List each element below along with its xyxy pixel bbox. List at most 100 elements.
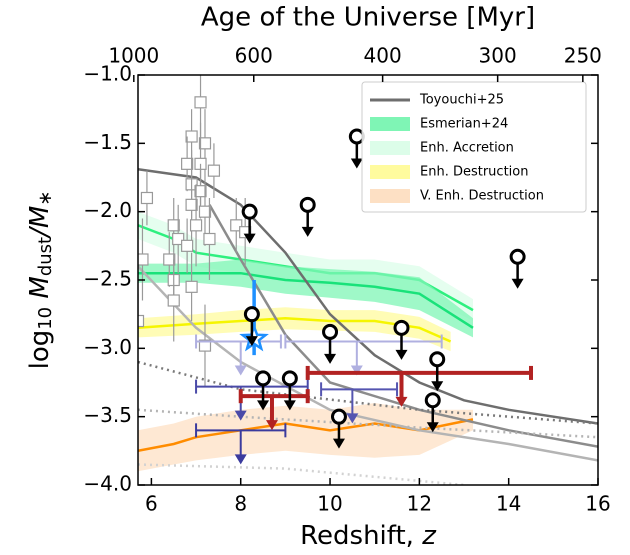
upper-limit xyxy=(330,408,347,425)
arrow-head xyxy=(346,413,359,424)
upper-limit xyxy=(429,351,446,368)
top-tick-label: 1000 xyxy=(108,44,159,68)
top-axis-label: Age of the Universe [Myr] xyxy=(201,3,535,33)
arrow-head xyxy=(301,226,314,237)
x-tick-label: 10 xyxy=(317,492,342,516)
square-point xyxy=(172,232,185,246)
y-label-part: M xyxy=(25,276,55,307)
square-point xyxy=(230,219,243,232)
arrow-head xyxy=(283,400,296,411)
x-label-var: z xyxy=(421,521,437,551)
y-tick-label: −3.0 xyxy=(83,335,132,359)
band xyxy=(138,403,473,472)
legend: Toyouchi+25 Esmerian+24 Enh. Accretion Enh.… xyxy=(361,81,587,213)
arrow-head xyxy=(245,336,258,347)
legend-label: Enh. Destruction xyxy=(420,165,528,180)
upper-limit xyxy=(424,392,441,409)
square-point xyxy=(198,339,212,352)
square-point xyxy=(167,219,180,232)
legend-box xyxy=(361,81,587,213)
legend-swatch xyxy=(370,117,410,131)
upper-limit xyxy=(393,319,410,336)
y-tick-label: −2.5 xyxy=(83,267,132,291)
arrow-head xyxy=(243,233,256,244)
y-label-part: log xyxy=(25,330,55,370)
square-point xyxy=(140,191,154,205)
model-curve xyxy=(138,168,598,425)
legend-label: Enh. Accretion xyxy=(420,141,514,156)
square-point xyxy=(207,164,221,177)
legend-swatch xyxy=(370,165,410,179)
y-tick-label: −1.5 xyxy=(83,130,132,154)
arrow-head xyxy=(395,396,408,407)
square-point xyxy=(163,253,176,266)
square-point xyxy=(138,314,145,328)
square-point xyxy=(185,198,198,211)
upper-limit xyxy=(241,203,258,220)
arrow-head xyxy=(350,365,363,376)
square-point xyxy=(138,253,149,266)
x-label-text: Redshift, xyxy=(300,521,422,551)
legend-label: V. Enh. Destruction xyxy=(420,189,544,204)
y-tick-label: −4.0 xyxy=(83,472,132,496)
top-tick-label: 300 xyxy=(479,44,517,68)
y-axis-label: log10 Mdust/M∗ xyxy=(25,191,57,370)
upper-limit xyxy=(348,128,365,145)
square-point xyxy=(198,205,212,218)
plot-area xyxy=(138,75,598,485)
upper-limit xyxy=(509,248,526,265)
legend-label: Toyouchi+25 xyxy=(419,93,504,108)
arrow-head xyxy=(395,349,408,360)
arrow-head xyxy=(257,400,270,411)
x-axis-label: Redshift, z xyxy=(300,521,437,551)
y-label-part: /M xyxy=(25,206,55,239)
model-curve xyxy=(138,265,598,462)
upper-limit xyxy=(243,306,260,323)
square-point xyxy=(194,96,207,109)
arrow-head xyxy=(426,422,439,433)
model-curve xyxy=(138,463,471,485)
top-tick-label: 400 xyxy=(364,44,402,68)
top-tick-label: 600 xyxy=(235,44,273,68)
x-tick-label: 8 xyxy=(234,492,247,516)
square-point xyxy=(198,137,212,150)
square-point xyxy=(185,130,198,143)
y-label-part: ∗ xyxy=(35,191,56,206)
square-point xyxy=(194,185,207,198)
upper-limit xyxy=(281,370,298,387)
y-tick-label: −3.5 xyxy=(83,403,132,427)
arrow-head xyxy=(332,438,345,449)
upper-limit xyxy=(299,196,316,213)
square-point xyxy=(185,280,198,293)
square-point xyxy=(189,219,203,232)
y-tick-label: −2.0 xyxy=(83,198,132,222)
band xyxy=(138,259,473,338)
square-point xyxy=(203,232,216,246)
arrow-head xyxy=(431,381,444,392)
x-tick-label: 16 xyxy=(585,492,610,516)
x-tick-label: 6 xyxy=(145,492,158,516)
arrow-head xyxy=(511,278,524,289)
band-line xyxy=(138,317,452,343)
legend-label: Esmerian+24 xyxy=(420,117,508,132)
x-tick-label: 14 xyxy=(496,492,521,516)
arrow-head xyxy=(324,353,337,364)
upper-limit xyxy=(322,323,339,340)
square-point xyxy=(181,157,194,170)
arrow-head xyxy=(265,420,278,431)
square-point xyxy=(167,294,180,307)
y-tick-label: −1.0 xyxy=(83,62,132,86)
square-point xyxy=(181,239,194,252)
arrow-head xyxy=(234,410,247,421)
model-curve xyxy=(138,408,598,439)
arrow-head xyxy=(234,454,247,465)
upper-limit xyxy=(255,370,272,387)
x-tick-label: 12 xyxy=(407,492,432,516)
y-label-part: 10 xyxy=(35,307,56,330)
legend-swatch xyxy=(370,141,410,155)
legend-swatch xyxy=(370,189,410,203)
model-curve xyxy=(208,204,598,448)
band xyxy=(138,307,451,352)
arrow-head xyxy=(350,158,363,169)
